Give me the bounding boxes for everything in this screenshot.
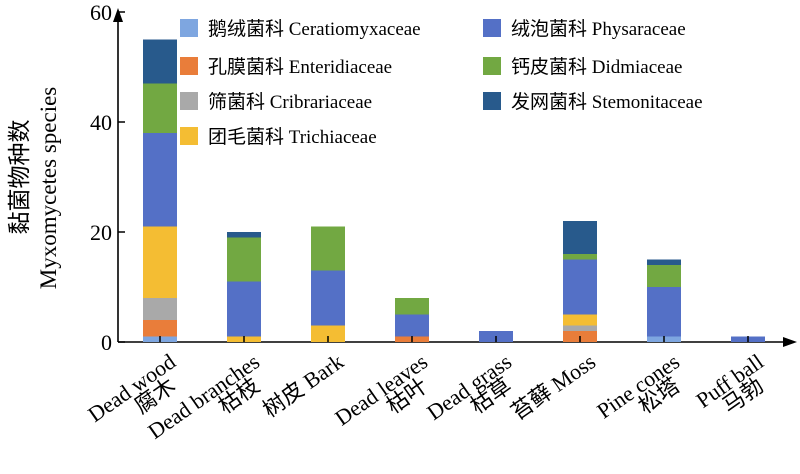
legend-label: 发网菌科 Stemonitaceae (511, 91, 703, 113)
bar-segment (311, 270, 345, 326)
bar-segment (227, 281, 261, 337)
legend: 鹅绒菌科 Ceratiomyxaceae 孔膜菌科 Enteridiaceae 筛菌… (180, 18, 703, 148)
bar-segment (563, 254, 597, 260)
bar-segment (563, 259, 597, 315)
legend-label: 团毛菌科 Trichiaceae (208, 126, 377, 148)
y-tick-label: 60 (90, 0, 112, 25)
bar-segment (227, 237, 261, 282)
bars (143, 39, 765, 342)
legend-swatch (483, 57, 501, 75)
bar-segment (143, 39, 177, 84)
bar-segment (647, 259, 681, 265)
legend-label: 孔膜菌科 Enteridiaceae (208, 56, 392, 78)
bar-segment (563, 325, 597, 331)
bar-segment (143, 298, 177, 320)
bar-segment (563, 314, 597, 326)
y-axis-arrow (113, 8, 123, 22)
bar-segment (143, 320, 177, 337)
y-tick-label: 20 (90, 220, 112, 245)
y-tick-label: 0 (101, 330, 112, 355)
bar-segment (311, 226, 345, 271)
bar-segment (563, 221, 597, 254)
legend-label: 钙皮菌科 Didmiaceae (511, 56, 682, 78)
legend-label: 鹅绒菌科 Ceratiomyxaceae (208, 18, 421, 40)
x-axis-arrow (783, 337, 797, 347)
bar-segment (647, 287, 681, 337)
bar-segment (395, 298, 429, 315)
bar-segment (647, 265, 681, 287)
y-tick-label: 40 (90, 110, 112, 135)
legend-swatch (180, 127, 198, 145)
legend-swatch (180, 57, 198, 75)
legend-label: 筛菌科 Cribrariaceae (208, 91, 372, 113)
legend-label: 绒泡菌科 Physaraceae (511, 18, 686, 40)
legend-swatch (180, 92, 198, 110)
y-ticks: 0 20 40 60 (90, 0, 125, 355)
x-tick-label-group: 苔藓 Moss (506, 349, 600, 425)
x-tick-label: 苔藓 Moss (506, 349, 600, 425)
legend-swatch (483, 19, 501, 37)
legend-swatch (180, 19, 198, 37)
bar-segment (227, 232, 261, 238)
bar-segment (143, 226, 177, 298)
legend-swatch (483, 92, 501, 110)
bar-segment (143, 83, 177, 133)
bar-segment (395, 314, 429, 337)
bar-segment (311, 325, 345, 342)
bar-segment (143, 133, 177, 227)
y-axis-label-en: Myxomycetes species (36, 87, 61, 290)
y-axis-label-zh: 黏菌物种数 (7, 120, 32, 235)
